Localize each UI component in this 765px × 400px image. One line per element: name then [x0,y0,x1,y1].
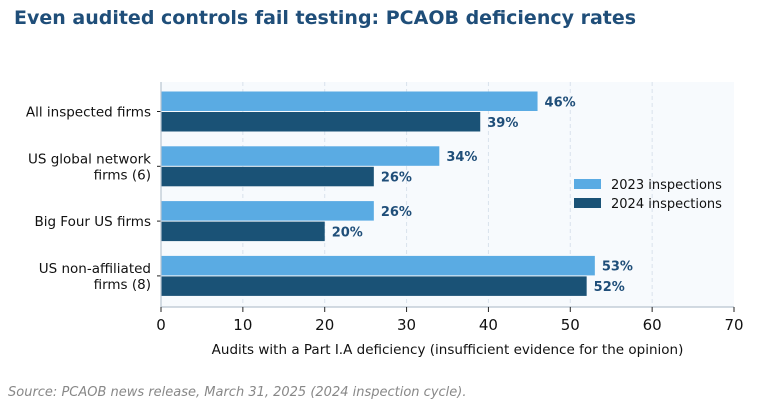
category-label: All inspected firms [26,105,151,121]
bar-value-label: 26% [381,205,412,220]
x-tick-label: 0 [156,316,166,334]
legend-label: 2023 inspections [611,178,722,193]
bar [161,166,374,187]
x-tick-label: 30 [397,316,416,334]
x-tick-label: 20 [315,316,334,334]
bar [161,201,374,221]
bar [161,255,595,276]
bar-value-label: 53% [602,260,633,275]
category-label: Big Four US firms [34,214,151,230]
category-label: US global network firms (6) [28,151,151,183]
x-tick-label: 50 [561,316,580,334]
bar [161,91,538,111]
bar [161,221,325,242]
bar-value-label: 46% [545,95,576,110]
x-tick-label: 70 [724,316,743,334]
bar-value-label: 52% [594,280,625,295]
bar [161,146,440,166]
category-label: US non-affiliated firms (8) [39,261,151,293]
plot-area: 46% 39% All inspected firms 34% 26% US global… [26,82,744,358]
bar-value-label: 34% [446,150,477,165]
legend-swatch [574,198,601,208]
bar-value-label: 26% [381,171,412,186]
chart-title: Even audited controls fail testing: PCAO… [14,7,636,29]
x-tick-label: 10 [233,316,252,334]
bar [161,112,481,132]
legend-swatch [574,179,601,189]
bar-value-label: 20% [332,225,363,240]
source-note: Source: PCAOB news release, March 31, 20… [8,385,467,400]
x-tick-label: 60 [643,316,662,334]
bar-value-label: 39% [487,116,518,131]
x-tick-label: 40 [479,316,498,334]
x-axis-label: Audits with a Part I.A deficiency (insuf… [212,342,684,358]
legend-label: 2024 inspections [611,197,722,212]
bar [161,276,587,296]
